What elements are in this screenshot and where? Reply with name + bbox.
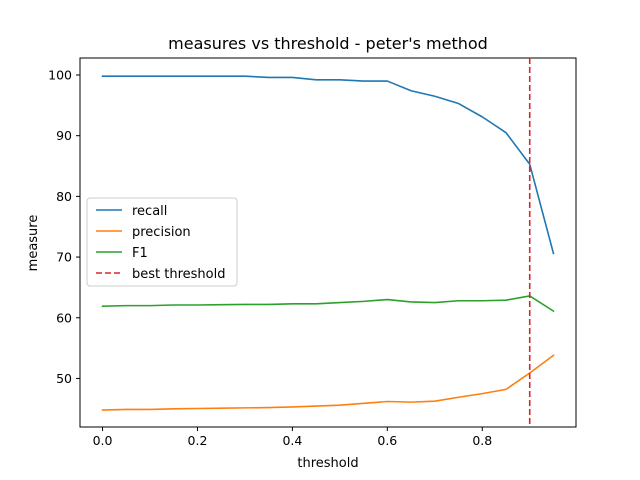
x-tick-label: 0.4 — [282, 433, 302, 448]
x-tick-label: 0.2 — [188, 433, 208, 448]
series-line-precision — [101, 354, 555, 411]
y-tick-label: 100 — [48, 67, 72, 82]
legend-frame — [86, 197, 238, 287]
legend-label-precision: precision — [132, 225, 191, 240]
series-line-f1 — [101, 295, 555, 313]
legend-label-recall: recall — [132, 204, 167, 219]
plot-frame — [79, 57, 577, 428]
x-axis: 0.0 0.2 0.4 0.6 0.8 — [93, 427, 492, 448]
y-axis-label: measure — [26, 215, 41, 272]
y-tick-label: 60 — [56, 310, 72, 325]
x-tick-label: 0.0 — [93, 433, 113, 448]
series-layer — [101, 75, 555, 411]
x-axis-label: threshold — [297, 456, 358, 471]
x-tick-label: 0.8 — [472, 433, 492, 448]
y-tick-label: 80 — [56, 189, 72, 204]
legend-label-best-threshold: best threshold — [132, 267, 225, 282]
y-axis: 50 60 70 80 90 100 — [48, 67, 80, 386]
legend: recall precision F1 best threshold — [86, 197, 238, 287]
chart-title: measures vs threshold - peter's method — [168, 34, 488, 53]
y-tick-label: 50 — [56, 371, 72, 386]
legend-label-f1: F1 — [132, 246, 148, 261]
y-tick-label: 70 — [56, 250, 72, 265]
y-tick-label: 90 — [56, 128, 72, 143]
series-line-recall — [101, 75, 555, 255]
x-tick-label: 0.6 — [377, 433, 397, 448]
